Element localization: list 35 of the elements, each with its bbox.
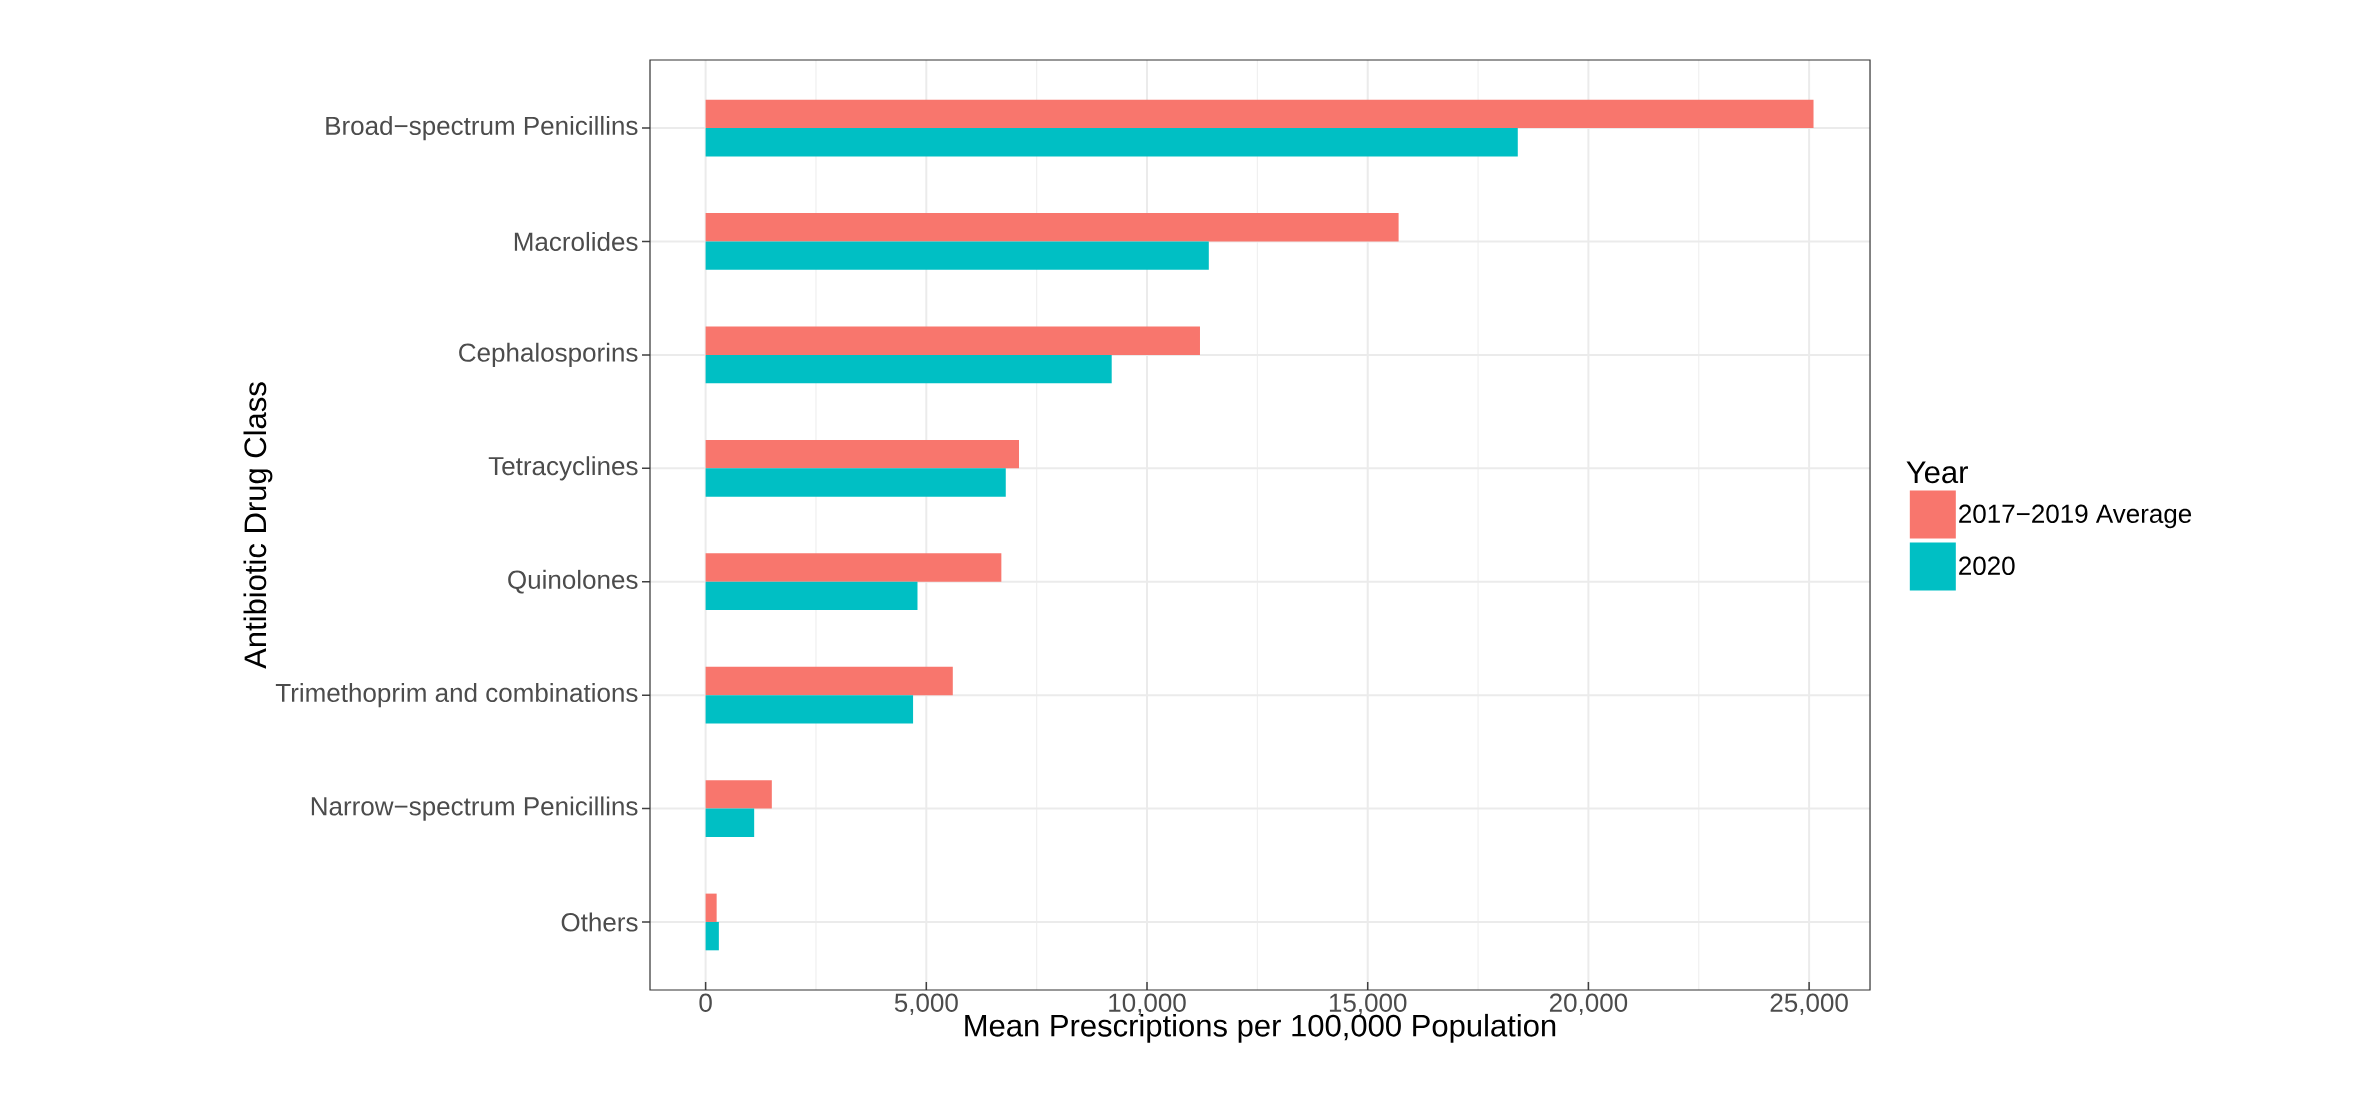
x-tick-label: 25,000 bbox=[1770, 993, 1848, 1016]
y-tick-label: Quinolones bbox=[508, 569, 638, 594]
bar bbox=[705, 468, 1006, 497]
bar bbox=[705, 99, 1814, 129]
bar bbox=[705, 354, 1112, 384]
legend-label: 2017−2019 Average bbox=[1959, 504, 2192, 529]
bar bbox=[705, 893, 717, 922]
x-tick-label: 10,000 bbox=[1109, 993, 1186, 1016]
bar bbox=[705, 439, 1020, 469]
x-tick-label: 0 bbox=[699, 993, 712, 1012]
bar bbox=[705, 241, 1209, 270]
y-tick-label: Cephalosporins bbox=[459, 342, 638, 367]
y-tick-label: Broad−spectrum Penicillins bbox=[326, 115, 638, 141]
bar bbox=[705, 326, 1200, 355]
y-tick-label: Macrolides bbox=[514, 231, 638, 252]
x-axis-title: Mean Prescriptions per 100,000 Population bbox=[965, 1013, 1556, 1043]
bar bbox=[705, 553, 1002, 582]
bar bbox=[705, 921, 719, 951]
bar bbox=[705, 213, 1399, 242]
y-axis-title: Antibiotic Drug Class bbox=[243, 382, 273, 669]
legend-title: Year bbox=[1906, 461, 1968, 484]
y-tick-label: Others bbox=[561, 912, 638, 932]
bar bbox=[705, 666, 953, 696]
bar bbox=[705, 695, 914, 724]
x-tick-label: 5,000 bbox=[894, 993, 958, 1016]
y-tick-label: Trimethoprim and combinations bbox=[275, 683, 638, 708]
x-tick-label: 20,000 bbox=[1549, 993, 1628, 1016]
x-tick-label: 15,000 bbox=[1329, 993, 1407, 1016]
y-tick-label: Narrow−spectrum Penicillins bbox=[311, 796, 638, 821]
bar bbox=[705, 128, 1518, 157]
y-tick-label: Tetracyclines bbox=[488, 456, 638, 481]
bar bbox=[705, 808, 755, 837]
bar bbox=[705, 581, 918, 611]
legend-label: 2020 bbox=[1959, 556, 2015, 575]
bar bbox=[705, 780, 772, 809]
